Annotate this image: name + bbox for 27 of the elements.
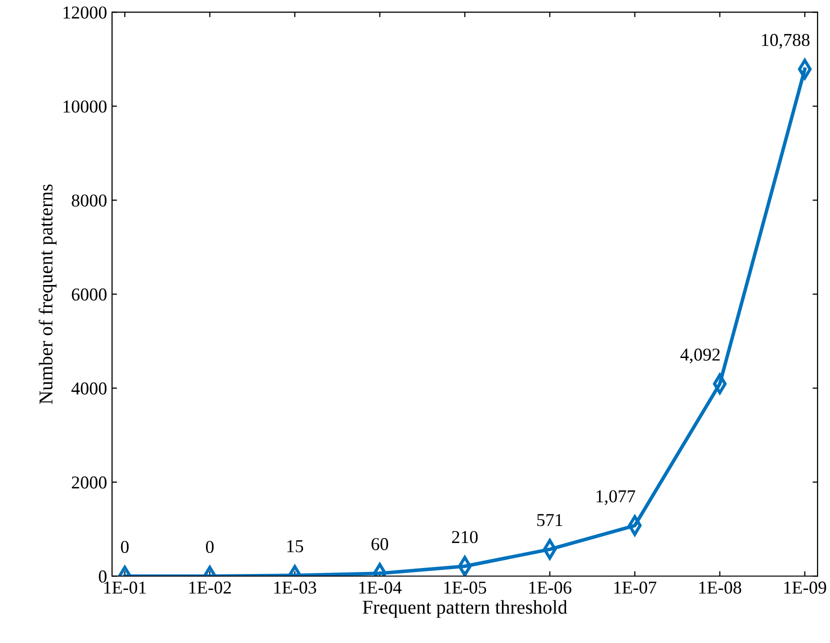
y-tick-label: 8000 xyxy=(72,194,106,207)
x-tick-label: 1E-03 xyxy=(274,582,316,594)
data-label: 571 xyxy=(537,514,562,526)
y-tick-label: 4000 xyxy=(71,382,106,395)
data-label: 10,788 xyxy=(762,34,810,49)
x-tick-label: 1E-06 xyxy=(529,582,572,594)
x-tick-label: 1E-08 xyxy=(699,582,742,594)
x-tick-label: 1E-07 xyxy=(614,582,656,594)
data-label: 60 xyxy=(372,538,388,550)
data-label: 15 xyxy=(287,540,304,552)
data-label: 0 xyxy=(206,540,214,554)
data-label: 0 xyxy=(120,540,129,554)
y-tick-label: 0 xyxy=(98,570,106,583)
y-tick-label: 12000 xyxy=(64,6,106,19)
y-tick-label: 6000 xyxy=(72,288,106,301)
data-label: 1,077 xyxy=(596,490,636,506)
x-tick-label: 1E-04 xyxy=(359,582,402,594)
x-tick-label: 1E-05 xyxy=(444,582,486,594)
x-tick-label: 1E-01 xyxy=(104,582,146,594)
y-tick-label: 10000 xyxy=(64,100,106,113)
x-tick-label: 1E-09 xyxy=(784,582,826,594)
y-tick-label: 2000 xyxy=(72,476,106,489)
x-tick-label: 1E-02 xyxy=(189,582,231,594)
data-label: 4,092 xyxy=(680,348,720,364)
x-axis-title: Frequent pattern threshold xyxy=(362,600,568,618)
data-label: 210 xyxy=(452,530,478,544)
y-axis-title: Number of frequent patterns xyxy=(38,184,56,404)
